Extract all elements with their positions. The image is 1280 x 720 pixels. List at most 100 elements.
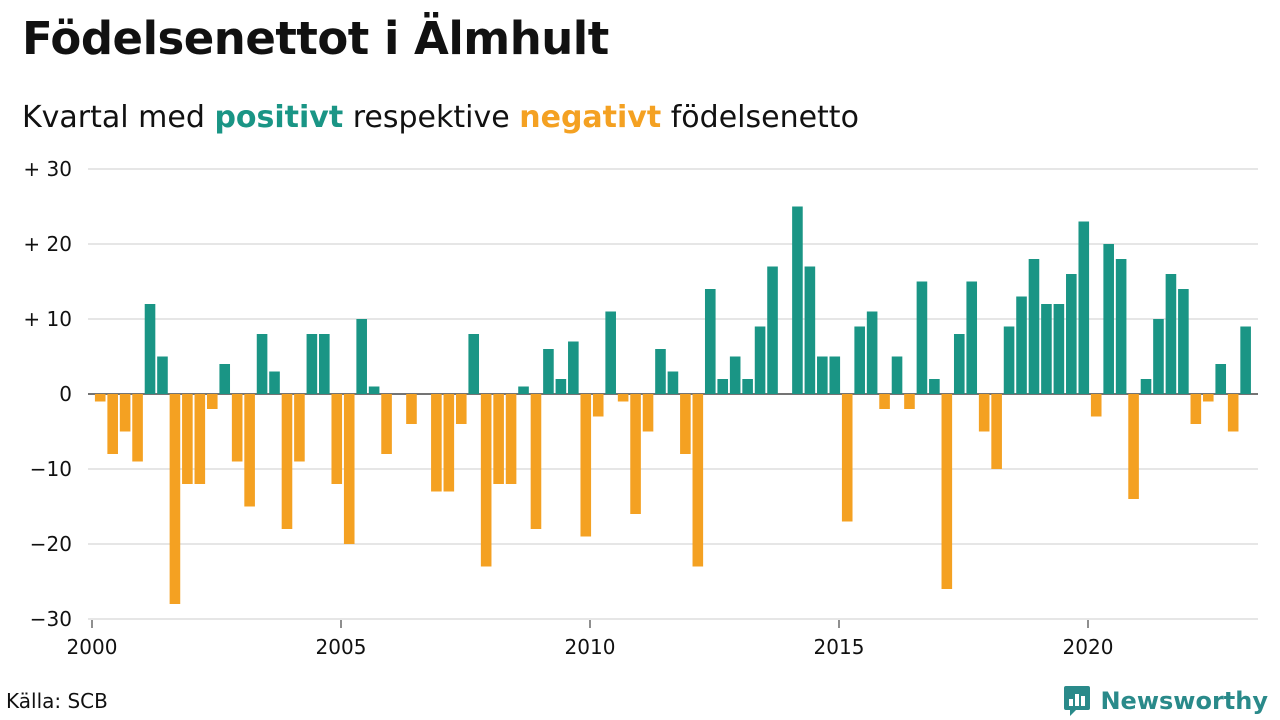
bar-2023-q1 bbox=[1240, 326, 1251, 394]
bar-2011-q4 bbox=[680, 394, 691, 454]
brand-logo: Newsworthy bbox=[1062, 684, 1268, 718]
bar-2020-q1 bbox=[1090, 394, 1102, 417]
bar-2014-q3 bbox=[817, 356, 828, 394]
bar-2007-q1 bbox=[443, 394, 455, 492]
y-tick-label: + 30 bbox=[23, 157, 72, 181]
bar-2002-q1 bbox=[194, 394, 206, 484]
bar-2022-q1 bbox=[1190, 394, 1202, 424]
bar-2020-q4 bbox=[1128, 394, 1139, 499]
bar-2013-q3 bbox=[767, 266, 778, 394]
bar-2004-q2 bbox=[306, 334, 318, 394]
bar-2016-q3 bbox=[916, 281, 928, 394]
bar-2017-q3 bbox=[966, 281, 978, 394]
bar-2014-q4 bbox=[829, 356, 841, 394]
bar-2012-q4 bbox=[729, 356, 741, 394]
bar-2010-q2 bbox=[605, 311, 616, 394]
x-tick-label: 2005 bbox=[316, 635, 367, 659]
bar-2016-q1 bbox=[891, 356, 903, 394]
bar-2020-q2 bbox=[1103, 244, 1114, 394]
bar-2021-q2 bbox=[1153, 319, 1164, 394]
bar-2017-q1 bbox=[941, 394, 953, 589]
x-tick-label: 2020 bbox=[1063, 635, 1114, 659]
bar-2022-q4 bbox=[1227, 394, 1239, 432]
bar-2018-q1 bbox=[991, 394, 1002, 469]
bar-2002-q3 bbox=[219, 364, 231, 394]
bar-2014-q1 bbox=[792, 206, 803, 394]
bar-2004-q1 bbox=[294, 394, 305, 462]
bar-2005-q1 bbox=[343, 394, 355, 544]
bar-2020-q3 bbox=[1115, 259, 1127, 394]
subtitle-negative: negativt bbox=[519, 100, 662, 135]
bar-2000-q4 bbox=[132, 394, 143, 462]
x-tick-label: 2015 bbox=[814, 635, 865, 659]
bar-2012-q3 bbox=[717, 379, 729, 394]
bar-2008-q3 bbox=[518, 386, 529, 394]
bar-2003-q4 bbox=[281, 394, 293, 529]
bar-2009-q3 bbox=[568, 341, 579, 394]
bar-2015-q2 bbox=[854, 326, 865, 394]
bar-2000-q3 bbox=[119, 394, 131, 432]
y-tick-label: + 20 bbox=[23, 232, 72, 256]
bar-2004-q4 bbox=[331, 394, 343, 484]
bar-2010-q3 bbox=[617, 394, 629, 402]
subtitle-middle: respektive bbox=[352, 100, 510, 135]
bar-2001-q2 bbox=[157, 356, 168, 394]
bar-2007-q2 bbox=[455, 394, 467, 424]
bar-2019-q2 bbox=[1053, 304, 1065, 394]
newsworthy-logo-icon bbox=[1064, 686, 1091, 716]
bar-chart: + 30+ 20+ 100−10−20−30 2000 2005 2010 2015 2… bbox=[23, 157, 1258, 659]
bar-2010-q4 bbox=[630, 394, 641, 514]
bar-2016-q4 bbox=[929, 379, 940, 394]
bar-2000-q2 bbox=[107, 394, 118, 454]
y-axis-ticks: + 30 + 20 + 10 0 −10 −20 −30 bbox=[23, 157, 72, 631]
y-tick-label: −10 bbox=[30, 457, 72, 481]
chart-subtitle: Kvartal med positivt respektive negativt… bbox=[22, 100, 859, 135]
source-note: Källa: SCB bbox=[6, 689, 108, 713]
bar-2015-q1 bbox=[841, 394, 853, 522]
bar-2013-q2 bbox=[754, 326, 766, 394]
bar-2017-q4 bbox=[978, 394, 990, 432]
bars bbox=[94, 206, 1251, 604]
bar-2003-q3 bbox=[269, 371, 280, 394]
x-tick-label: 2010 bbox=[565, 635, 616, 659]
bar-2012-q2 bbox=[704, 289, 716, 394]
bar-2012-q1 bbox=[692, 394, 704, 567]
y-tick-label: −20 bbox=[30, 532, 72, 556]
bar-2010-q1 bbox=[592, 394, 604, 417]
bar-2003-q2 bbox=[256, 334, 268, 394]
bar-2011-q1 bbox=[642, 394, 654, 432]
bar-2018-q2 bbox=[1003, 326, 1015, 394]
bar-2017-q2 bbox=[953, 334, 965, 394]
bar-2001-q1 bbox=[144, 304, 156, 394]
bar-2005-q2 bbox=[356, 319, 367, 394]
y-tick-label: + 10 bbox=[23, 307, 72, 331]
bar-2008-q1 bbox=[493, 394, 504, 484]
bar-2021-q1 bbox=[1140, 379, 1152, 394]
bar-2002-q4 bbox=[231, 394, 243, 462]
bar-2006-q2 bbox=[406, 394, 417, 424]
bar-2013-q1 bbox=[742, 379, 753, 394]
bar-2008-q4 bbox=[530, 394, 542, 529]
subtitle-positive: positivt bbox=[214, 100, 344, 135]
bar-2002-q2 bbox=[206, 394, 218, 409]
x-axis-ticks: 2000 2005 2010 2015 2020 bbox=[67, 620, 1114, 659]
bar-2015-q3 bbox=[866, 311, 878, 394]
bar-2005-q3 bbox=[368, 386, 380, 394]
y-tick-label: 0 bbox=[59, 382, 72, 406]
bar-2019-q4 bbox=[1078, 221, 1090, 394]
bar-2019-q1 bbox=[1041, 304, 1052, 394]
bar-2022-q3 bbox=[1215, 364, 1227, 394]
bar-2022-q2 bbox=[1202, 394, 1214, 402]
bar-2001-q4 bbox=[182, 394, 193, 484]
brand-name: Newsworthy bbox=[1100, 687, 1268, 715]
y-tick-label: −30 bbox=[30, 607, 72, 631]
bar-2008-q2 bbox=[505, 394, 517, 484]
bar-2001-q3 bbox=[169, 394, 181, 604]
bar-2018-q4 bbox=[1028, 259, 1040, 394]
bar-2019-q3 bbox=[1066, 274, 1077, 394]
subtitle-prefix: Kvartal med bbox=[22, 100, 205, 135]
bar-2021-q4 bbox=[1178, 289, 1189, 394]
bar-2000-q1 bbox=[94, 394, 106, 402]
bar-2009-q1 bbox=[543, 349, 554, 394]
bar-2011-q2 bbox=[655, 349, 666, 394]
